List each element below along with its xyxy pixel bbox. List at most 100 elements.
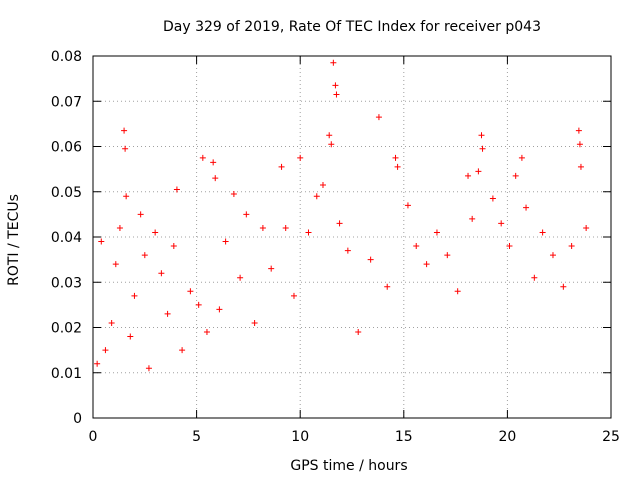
data-point [423, 261, 430, 268]
data-point [251, 319, 258, 326]
data-point [512, 172, 519, 179]
data-point [549, 252, 556, 259]
data-point [433, 229, 440, 236]
data-point [523, 204, 530, 211]
data-point [122, 145, 129, 152]
data-point [404, 202, 411, 209]
data-point [187, 288, 194, 295]
data-point [568, 243, 575, 250]
y-tick-label: 0.07 [51, 94, 82, 110]
data-point [313, 193, 320, 200]
data-point [222, 238, 229, 245]
data-point [394, 163, 401, 170]
data-point [326, 132, 333, 139]
data-point [305, 229, 312, 236]
data-point [465, 172, 472, 179]
data-point [158, 270, 165, 277]
y-tick-label: 0.06 [51, 140, 82, 156]
x-tick-label: 10 [291, 429, 309, 445]
data-points [94, 59, 590, 372]
data-point [475, 168, 482, 175]
x-tick-label: 25 [602, 429, 620, 445]
data-point [577, 163, 584, 170]
data-point [560, 283, 567, 290]
data-point [121, 127, 128, 134]
data-point [367, 256, 374, 263]
data-point [102, 347, 109, 354]
data-point [479, 145, 486, 152]
data-point [498, 220, 505, 227]
data-point [282, 224, 289, 231]
data-point [297, 154, 304, 161]
data-point [333, 91, 340, 98]
data-point [137, 211, 144, 218]
x-tick-label: 15 [395, 429, 413, 445]
data-point [375, 114, 382, 121]
data-point [199, 154, 206, 161]
data-point [332, 82, 339, 89]
axis-ticks: 0 5 10 15 20 25 0 0.01 0.02 0.03 0.04 0.05 0.06 0.07 0… [51, 49, 620, 445]
data-point [179, 347, 186, 354]
y-tick-label: 0 [73, 411, 82, 427]
chart-title: Day 329 of 2019, Rate Of TEC Index for r… [163, 19, 541, 35]
data-point [576, 141, 583, 148]
y-tick-label: 0.02 [51, 321, 82, 337]
data-point [454, 288, 461, 295]
data-point [173, 186, 180, 193]
data-point [575, 127, 582, 134]
data-point [290, 292, 297, 299]
data-point [259, 224, 266, 231]
data-point [278, 163, 285, 170]
data-point [243, 211, 250, 218]
data-point [506, 243, 513, 250]
data-point [131, 292, 138, 299]
y-axis-label: ROTI / TECUs [6, 194, 22, 286]
data-point [170, 243, 177, 250]
data-point [203, 329, 210, 336]
y-tick-label: 0.01 [51, 366, 82, 382]
data-point [210, 159, 217, 166]
data-point [518, 154, 525, 161]
data-point [531, 274, 538, 281]
data-point [539, 229, 546, 236]
data-point [268, 265, 275, 272]
y-tick-label: 0.08 [51, 49, 82, 65]
grid-lines [93, 56, 611, 418]
data-point [328, 141, 335, 148]
data-point [319, 181, 326, 188]
data-point [384, 283, 391, 290]
data-point [127, 333, 134, 340]
data-point [336, 220, 343, 227]
data-point [489, 195, 496, 202]
data-point [164, 310, 171, 317]
data-point [413, 243, 420, 250]
data-point [152, 229, 159, 236]
data-point [212, 175, 219, 182]
data-point [230, 191, 237, 198]
x-tick-label: 0 [89, 429, 98, 445]
data-point [344, 247, 351, 254]
data-point [141, 252, 148, 259]
x-tick-label: 5 [192, 429, 201, 445]
data-point [112, 261, 119, 268]
data-point [478, 132, 485, 139]
data-point [195, 301, 202, 308]
x-axis-label: GPS time / hours [290, 458, 407, 474]
data-point [123, 193, 130, 200]
x-tick-label: 20 [498, 429, 516, 445]
data-point [108, 319, 115, 326]
data-point [216, 306, 223, 313]
y-tick-label: 0.03 [51, 275, 82, 291]
data-point [116, 224, 123, 231]
y-tick-label: 0.05 [51, 185, 82, 201]
data-point [355, 329, 362, 336]
data-point [98, 238, 105, 245]
data-point [583, 224, 590, 231]
y-tick-label: 0.04 [51, 230, 82, 246]
data-point [330, 59, 337, 66]
data-point [444, 252, 451, 259]
data-point [237, 274, 244, 281]
data-point [469, 215, 476, 222]
data-point [145, 365, 152, 372]
